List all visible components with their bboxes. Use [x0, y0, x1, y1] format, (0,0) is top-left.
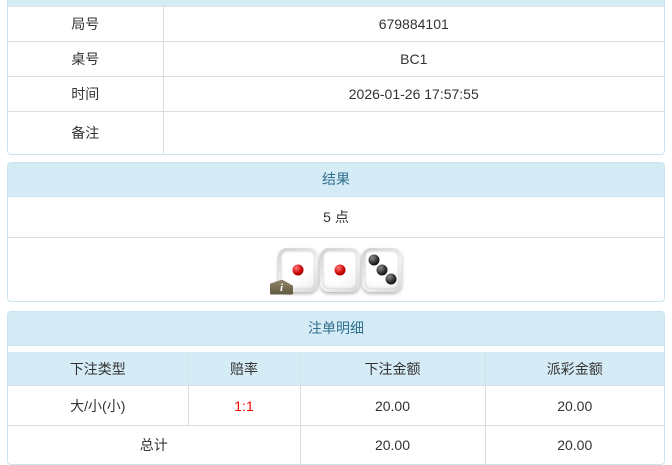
bet-type-value: 大/小(小): [8, 385, 189, 426]
die-2: [320, 247, 360, 292]
die-3: [362, 247, 402, 292]
die-pip: [292, 264, 304, 275]
col-bet-amount: 下注金额: [300, 352, 486, 386]
table-row: 大/小(小) 1:1 20.00 20.00: [8, 385, 664, 426]
table-number-value: BC1: [163, 41, 664, 77]
die-1: i: [270, 247, 318, 295]
odds-value: 1:1: [188, 385, 301, 426]
total-payout-amount: 20.00: [485, 425, 664, 464]
die-face: [365, 250, 399, 289]
time-value: 2026-01-26 17:57:55: [163, 76, 664, 112]
dice-row: i: [12, 238, 664, 301]
bet-details-table: 下注类型 赔率 下注金额 派彩金额 大/小(小) 1:1 20.00 20.00…: [8, 352, 664, 464]
round-number-value: 679884101: [378, 16, 449, 32]
game-info-panel: 局号 679884101 桌号 BC1 时间 2026-01-26 17:57:…: [7, 0, 665, 155]
result-panel-title: 结果: [8, 163, 664, 197]
die-pip: [368, 254, 379, 266]
table-header-row: 下注类型 赔率 下注金额 派彩金额: [8, 352, 664, 386]
bet-details-panel: 注单明细 下注类型 赔率 下注金额 派彩金额 大/小(小) 1:1 20.00 …: [7, 311, 665, 465]
die-pip: [376, 264, 388, 275]
game-info-table: 局号 679884101 桌号 BC1 时间 2026-01-26 17:57:…: [8, 7, 664, 154]
bet-details-title: 注单明细: [8, 312, 664, 346]
info-badge-icon[interactable]: i: [270, 279, 293, 295]
total-row: 总计 20.00 20.00: [8, 425, 664, 464]
result-points: 5 点: [8, 197, 664, 238]
col-bet-type: 下注类型: [8, 352, 189, 386]
cropped-panel-heading: [8, 0, 664, 7]
die-face: [281, 250, 315, 289]
table-row: 桌号 BC1: [8, 41, 664, 77]
remark-value: [163, 111, 664, 154]
remark-label: 备注: [8, 111, 164, 154]
time-label: 时间: [8, 76, 164, 112]
die-pip: [334, 264, 346, 275]
table-row: 备注: [8, 111, 664, 154]
result-panel: 结果 5 点 i: [7, 162, 665, 302]
table-row: 时间 2026-01-26 17:57:55: [8, 76, 664, 112]
col-odds: 赔率: [188, 352, 301, 386]
total-label: 总计: [8, 425, 301, 464]
die-face: [323, 250, 357, 289]
table-number-label: 桌号: [8, 41, 164, 77]
total-bet-amount: 20.00: [300, 425, 486, 464]
table-row: 局号 679884101: [8, 7, 664, 42]
payout-amount-value: 20.00: [485, 385, 664, 426]
die-pip: [385, 273, 396, 285]
col-payout-amount: 派彩金额: [485, 352, 664, 386]
bet-amount-value: 20.00: [300, 385, 486, 426]
round-number-label: 局号: [8, 7, 164, 42]
